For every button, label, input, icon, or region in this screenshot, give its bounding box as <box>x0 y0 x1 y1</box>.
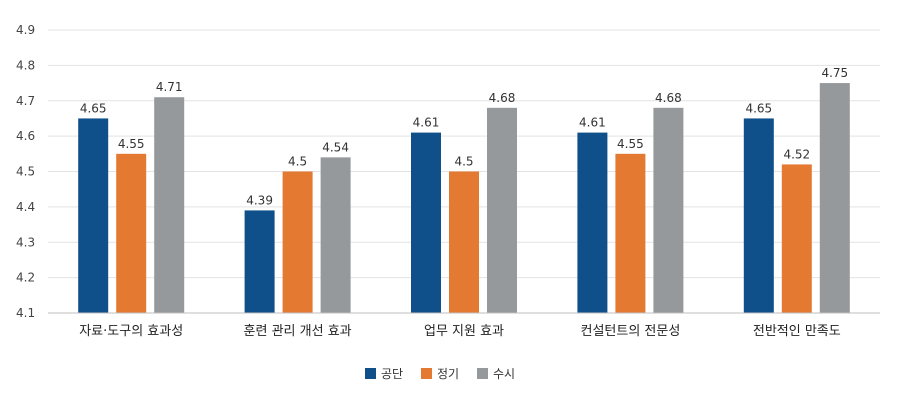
legend-label: 공단 <box>381 367 403 381</box>
data-label: 4.71 <box>156 80 183 94</box>
legend-swatch <box>477 368 488 379</box>
x-tick-label: 훈련 관리 개선 효과 <box>244 324 352 339</box>
bar <box>154 97 185 314</box>
legend-item: 공단 <box>365 367 403 381</box>
bar <box>577 132 608 313</box>
data-label: 4.54 <box>322 140 349 154</box>
data-label: 4.39 <box>246 193 273 207</box>
y-tick-label: 4.6 <box>16 129 35 143</box>
y-axis: 4.1 4.2 4.3 4.4 4.5 4.6 4.7 4.8 4.9 <box>16 23 35 320</box>
data-label: 4.5 <box>454 155 473 169</box>
data-label: 4.5 <box>288 155 307 169</box>
bar <box>116 153 147 313</box>
bar <box>653 107 684 313</box>
x-tick-label: 컨설턴트의 전문성 <box>580 324 680 339</box>
data-label: 4.75 <box>821 66 848 80</box>
legend-item: 정기 <box>421 367 459 381</box>
bar <box>244 210 275 313</box>
data-label: 4.68 <box>489 91 516 105</box>
y-tick-label: 4.1 <box>16 306 35 320</box>
bar <box>781 164 812 313</box>
bar <box>320 157 351 313</box>
y-tick-label: 4.2 <box>16 271 35 285</box>
y-tick-label: 4.3 <box>16 235 35 249</box>
bar <box>411 132 441 313</box>
bar <box>487 107 517 313</box>
y-tick-label: 4.7 <box>16 94 35 108</box>
legend-label: 정기 <box>437 367 459 381</box>
y-tick-label: 4.5 <box>16 165 35 179</box>
legend-item: 수시 <box>477 367 515 381</box>
x-tick-label: 자료·도구의 효과성 <box>79 324 183 339</box>
y-tick-label: 4.4 <box>16 200 35 214</box>
y-tick-label: 4.8 <box>16 58 35 72</box>
bar <box>819 83 850 313</box>
bar <box>78 118 109 313</box>
data-label: 4.65 <box>80 101 107 115</box>
x-axis: 자료·도구의 효과성 훈련 관리 개선 효과 업무 지원 효과 컨설턴트의 전문성 전반… <box>48 312 880 339</box>
data-label: 4.61 <box>413 116 440 130</box>
legend-label: 수시 <box>493 367 515 381</box>
x-tick-label: 전반적인 만족도 <box>753 324 841 339</box>
data-label: 4.68 <box>655 91 682 105</box>
legend-swatch <box>365 368 376 379</box>
data-label: 4.55 <box>118 137 145 151</box>
x-tick-label: 업무 지원 효과 <box>424 324 504 339</box>
data-label: 4.61 <box>579 116 606 130</box>
data-label: 4.65 <box>745 101 772 115</box>
bars: 4.65 4.55 4.71 4.39 4.5 4.54 4.61 4.5 4.68 4.61 4.… <box>78 66 850 314</box>
bar <box>449 171 479 313</box>
bar <box>743 118 774 313</box>
data-label: 4.55 <box>617 137 644 151</box>
legend-swatch <box>421 368 432 379</box>
data-label: 4.52 <box>783 147 810 161</box>
bar <box>282 171 313 313</box>
y-tick-label: 4.9 <box>16 23 35 37</box>
legend: 공단 정기 수시 <box>365 367 515 381</box>
bar <box>615 153 646 313</box>
